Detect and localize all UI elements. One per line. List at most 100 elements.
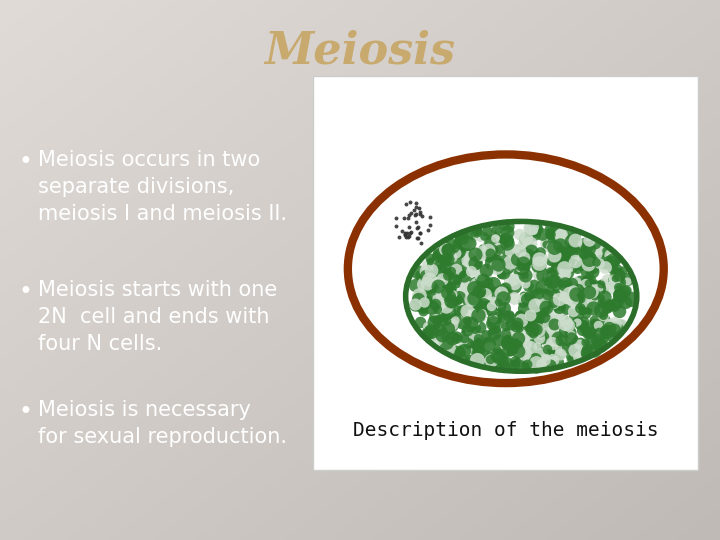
Point	[446, 334, 458, 342]
Point	[565, 329, 577, 338]
Point	[579, 338, 590, 347]
Point	[413, 234, 424, 242]
Point	[562, 265, 574, 273]
Point	[512, 333, 523, 342]
Point	[563, 284, 575, 293]
Point	[494, 298, 505, 307]
Point	[559, 237, 570, 246]
Point	[577, 326, 588, 334]
Point	[393, 233, 405, 241]
Point	[526, 352, 538, 361]
Point	[472, 344, 484, 353]
Point	[557, 344, 569, 353]
Point	[611, 264, 622, 273]
Point	[505, 338, 516, 347]
Ellipse shape	[348, 154, 664, 383]
Point	[481, 227, 492, 235]
Point	[543, 324, 554, 333]
Point	[588, 298, 599, 307]
Point	[586, 247, 598, 256]
Point	[412, 222, 423, 231]
Point	[582, 345, 593, 353]
Point	[449, 316, 461, 325]
Point	[621, 276, 633, 285]
Point	[451, 255, 462, 264]
Point	[488, 249, 500, 258]
Point	[414, 228, 426, 237]
Point	[505, 261, 516, 269]
Point	[446, 320, 458, 328]
Point	[505, 276, 516, 285]
Point	[423, 274, 435, 283]
Point	[424, 212, 436, 221]
Point	[474, 250, 485, 259]
Point	[495, 270, 507, 279]
Point	[400, 233, 412, 242]
Point	[593, 284, 605, 293]
Point	[487, 319, 499, 327]
Point	[554, 266, 566, 275]
Point	[455, 236, 467, 245]
Point	[586, 255, 598, 264]
Point	[472, 334, 484, 343]
Point	[546, 319, 557, 327]
Point	[612, 283, 624, 292]
Point	[519, 318, 531, 326]
Point	[483, 252, 495, 260]
Point	[546, 267, 558, 276]
Point	[567, 355, 578, 363]
Point	[479, 302, 490, 311]
Point	[566, 290, 577, 299]
Point	[586, 338, 598, 347]
Point	[398, 214, 410, 222]
Point	[624, 293, 635, 301]
Point	[526, 325, 537, 333]
Point	[472, 299, 483, 308]
Point	[490, 307, 501, 316]
Point	[554, 294, 565, 303]
Point	[480, 289, 491, 298]
Point	[418, 300, 430, 309]
Point	[455, 348, 467, 356]
Point	[576, 281, 588, 289]
Point	[523, 256, 534, 265]
Point	[482, 342, 494, 350]
Point	[531, 359, 542, 367]
Point	[529, 319, 541, 328]
Point	[619, 298, 631, 307]
Point	[474, 296, 486, 305]
Point	[541, 274, 552, 282]
Point	[399, 229, 410, 238]
Point	[526, 227, 538, 235]
Point	[450, 265, 462, 273]
Point	[553, 334, 564, 342]
Point	[486, 314, 498, 322]
Point	[499, 260, 510, 269]
Point	[572, 239, 583, 247]
Point	[498, 304, 510, 313]
Point	[570, 346, 581, 355]
Point	[475, 289, 487, 298]
Point	[558, 252, 570, 261]
Point	[582, 267, 593, 275]
Point	[574, 338, 585, 346]
Point	[586, 338, 598, 347]
Point	[576, 302, 588, 311]
Point	[462, 306, 473, 315]
Point	[510, 329, 521, 338]
Point	[441, 245, 452, 254]
Point	[584, 328, 595, 336]
Point	[613, 290, 625, 299]
Point	[467, 296, 479, 305]
Point	[504, 333, 516, 342]
Point	[578, 322, 590, 331]
Point	[593, 294, 605, 303]
Point	[456, 306, 468, 314]
Point	[454, 267, 465, 276]
Point	[464, 320, 475, 329]
Point	[518, 361, 529, 369]
Point	[554, 350, 565, 359]
Point	[420, 280, 431, 289]
Point	[460, 319, 472, 327]
Point	[543, 238, 554, 247]
